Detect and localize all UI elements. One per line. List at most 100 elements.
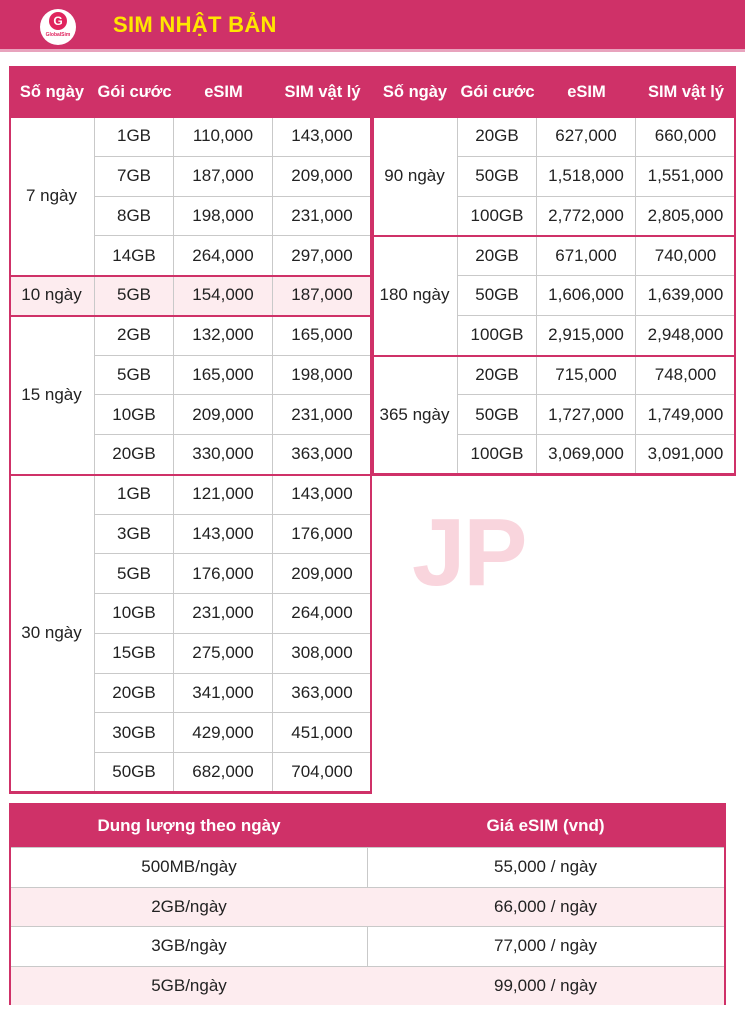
esim-price-cell: 275,000 bbox=[174, 633, 273, 674]
physical-price-cell: 209,000 bbox=[273, 554, 372, 594]
data-package-cell: 20GB bbox=[95, 673, 174, 714]
data-package-cell: 14GB bbox=[95, 236, 174, 276]
data-package-cell: 7GB bbox=[95, 156, 174, 197]
esim-price-cell: 1,727,000 bbox=[537, 395, 636, 435]
data-package-cell: 50GB bbox=[458, 395, 537, 435]
physical-price-cell: 748,000 bbox=[636, 355, 736, 396]
physical-price-cell: 231,000 bbox=[273, 395, 372, 435]
data-package-cell: 1GB bbox=[95, 474, 174, 515]
esim-price-cell: 341,000 bbox=[174, 673, 273, 714]
physical-price-cell: 264,000 bbox=[273, 594, 372, 634]
daily-row: 2GB/ngày 66,000 / ngày bbox=[11, 886, 724, 926]
physical-price-cell: 3,091,000 bbox=[636, 435, 736, 475]
data-package-cell: 30GB bbox=[95, 713, 174, 753]
esim-price-cell: 176,000 bbox=[174, 554, 273, 594]
physical-price-cell: 704,000 bbox=[273, 753, 372, 793]
esim-price-cell: 682,000 bbox=[174, 753, 273, 793]
column-header-physical-price: SIM vật lý bbox=[273, 66, 372, 117]
logo-letter: G bbox=[49, 12, 67, 30]
physical-price-cell: 1,551,000 bbox=[636, 156, 736, 197]
daily-price: 77,000 / ngày bbox=[493, 936, 598, 955]
physical-price-cell: 451,000 bbox=[273, 713, 372, 753]
esim-price-cell: 330,000 bbox=[174, 435, 273, 475]
data-package-cell: 20GB bbox=[458, 117, 537, 157]
data-package-cell: 10GB bbox=[95, 594, 174, 634]
daily-row: 500MB/ngày 55,000 / ngày bbox=[11, 847, 724, 887]
daily-capacity: 3GB/ngày bbox=[151, 936, 227, 955]
physical-price-cell: 231,000 bbox=[273, 196, 372, 237]
esim-price-cell: 715,000 bbox=[537, 355, 636, 396]
esim-price-cell: 110,000 bbox=[174, 117, 273, 157]
page-header: G GlobalSim SIM NHẬT BẢN bbox=[0, 0, 745, 52]
esim-price-cell: 209,000 bbox=[174, 395, 273, 435]
data-package-cell: 5GB bbox=[95, 355, 174, 396]
column-header-data-package: Gói cước bbox=[458, 66, 537, 117]
daily-capacity: 500MB/ngày bbox=[141, 857, 237, 876]
column-header-days: Số ngày bbox=[9, 66, 95, 117]
physical-price-cell: 740,000 bbox=[636, 236, 736, 276]
esim-price-cell: 154,000 bbox=[174, 276, 273, 316]
days-group-label: 15 ngày bbox=[9, 315, 95, 475]
left-price-table: Số ngày Gói cước eSIM SIM vật lý 7 ngày 1GB 11… bbox=[9, 66, 372, 794]
physical-price-cell: 1,749,000 bbox=[636, 395, 736, 435]
physical-price-cell: 2,948,000 bbox=[636, 315, 736, 356]
daily-price-table: Dung lượng theo ngày Giá eSIM (vnd) 500M… bbox=[9, 803, 726, 1005]
data-package-cell: 20GB bbox=[458, 236, 537, 276]
page-title: SIM NHẬT BẢN bbox=[113, 12, 277, 37]
physical-price-cell: 209,000 bbox=[273, 156, 372, 197]
daily-table-header: Dung lượng theo ngày Giá eSIM (vnd) bbox=[11, 805, 724, 847]
data-package-cell: 5GB bbox=[95, 276, 174, 316]
esim-price-cell: 3,069,000 bbox=[537, 435, 636, 475]
esim-price-cell: 231,000 bbox=[174, 594, 273, 634]
daily-price: 99,000 / ngày bbox=[493, 975, 598, 995]
data-package-cell: 20GB bbox=[95, 435, 174, 475]
physical-price-cell: 308,000 bbox=[273, 633, 372, 674]
daily-row: 3GB/ngày 77,000 / ngày bbox=[11, 926, 724, 966]
daily-header-price: Giá eSIM (vnd) bbox=[486, 816, 605, 835]
esim-price-cell: 2,915,000 bbox=[537, 315, 636, 356]
column-header-days: Số ngày bbox=[372, 66, 458, 117]
data-package-cell: 100GB bbox=[458, 196, 537, 237]
daily-capacity: 5GB/ngày bbox=[151, 975, 227, 995]
column-header-data-package: Gói cước bbox=[95, 66, 174, 117]
data-package-cell: 2GB bbox=[95, 315, 174, 356]
data-package-cell: 15GB bbox=[95, 633, 174, 674]
physical-price-cell: 1,639,000 bbox=[636, 276, 736, 316]
physical-price-cell: 363,000 bbox=[273, 673, 372, 714]
esim-price-cell: 671,000 bbox=[537, 236, 636, 276]
data-package-cell: 50GB bbox=[95, 753, 174, 793]
esim-price-cell: 198,000 bbox=[174, 196, 273, 237]
physical-price-cell: 176,000 bbox=[273, 514, 372, 555]
days-group-label: 10 ngày bbox=[9, 276, 95, 316]
esim-price-cell: 2,772,000 bbox=[537, 196, 636, 237]
watermark-jp: JP bbox=[412, 499, 527, 606]
physical-price-cell: 297,000 bbox=[273, 236, 372, 276]
days-group-label: 30 ngày bbox=[9, 474, 95, 793]
physical-price-cell: 187,000 bbox=[273, 276, 372, 316]
esim-price-cell: 627,000 bbox=[537, 117, 636, 157]
physical-price-cell: 198,000 bbox=[273, 355, 372, 396]
data-package-cell: 1GB bbox=[95, 117, 174, 157]
data-package-cell: 20GB bbox=[458, 355, 537, 396]
data-package-cell: 8GB bbox=[95, 196, 174, 237]
daily-capacity: 2GB/ngày bbox=[151, 896, 227, 916]
esim-price-cell: 143,000 bbox=[174, 514, 273, 555]
days-group-label: 7 ngày bbox=[9, 117, 95, 276]
data-package-cell: 10GB bbox=[95, 395, 174, 435]
esim-price-cell: 1,606,000 bbox=[537, 276, 636, 316]
right-price-table: Số ngày Gói cước eSIM SIM vật lý 90 ngày 20GB… bbox=[372, 66, 736, 476]
esim-price-cell: 121,000 bbox=[174, 474, 273, 515]
physical-price-cell: 143,000 bbox=[273, 117, 372, 157]
column-header-esim-price: eSIM bbox=[537, 66, 636, 117]
physical-price-cell: 363,000 bbox=[273, 435, 372, 475]
esim-price-cell: 264,000 bbox=[174, 236, 273, 276]
data-package-cell: 5GB bbox=[95, 554, 174, 594]
esim-price-cell: 1,518,000 bbox=[537, 156, 636, 197]
physical-price-cell: 165,000 bbox=[273, 315, 372, 356]
days-group-label: 90 ngày bbox=[372, 117, 458, 237]
daily-header-capacity: Dung lượng theo ngày bbox=[97, 816, 281, 835]
data-package-cell: 3GB bbox=[95, 514, 174, 555]
logo-text: GlobalSim bbox=[45, 32, 71, 38]
brand-logo: G GlobalSim bbox=[40, 9, 76, 45]
daily-price: 55,000 / ngày bbox=[493, 857, 598, 876]
